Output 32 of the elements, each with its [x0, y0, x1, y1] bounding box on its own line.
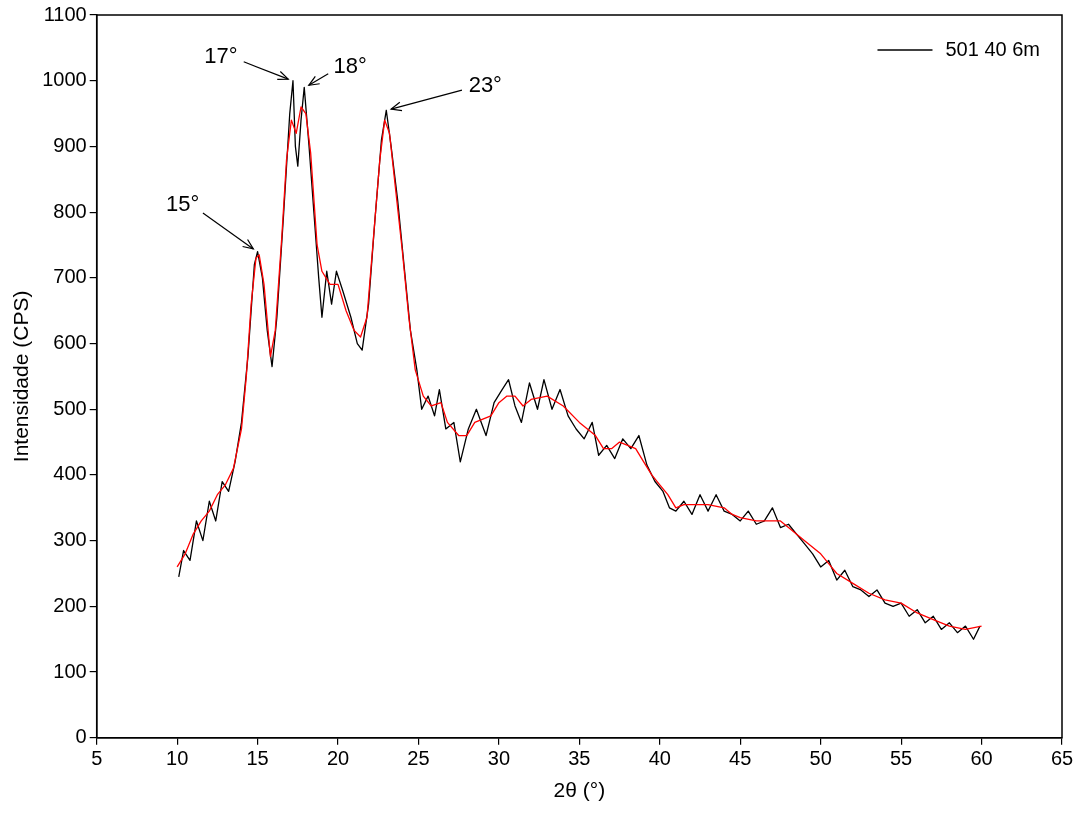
- x-tick-label: 60: [970, 747, 993, 770]
- x-tick-label: 45: [729, 747, 752, 770]
- y-tick-label: 400: [53, 462, 87, 485]
- x-tick-label: 10: [166, 747, 189, 770]
- legend-label: 501 40 6m: [945, 37, 1040, 60]
- annotation: 18°: [333, 53, 367, 79]
- x-tick-label: 30: [487, 747, 511, 770]
- x-tick-label: 65: [1050, 747, 1074, 770]
- x-tick-label: 25: [407, 747, 430, 770]
- y-tick-label: 600: [53, 331, 87, 354]
- x-tick-label: 50: [809, 747, 832, 770]
- y-tick-label: 1100: [43, 2, 87, 25]
- annotation: 23°: [468, 72, 502, 98]
- y-tick-label: 300: [53, 528, 87, 551]
- y-tick-label: 700: [53, 265, 87, 288]
- x-tick-label: 35: [568, 747, 591, 770]
- x-tick-label: 55: [889, 747, 913, 770]
- x-tick-label: 15: [246, 747, 269, 770]
- x-tick-label: 20: [326, 747, 350, 770]
- annotation: 15°: [165, 190, 200, 216]
- y-tick-label: 1000: [42, 68, 87, 91]
- y-tick-label: 0: [75, 725, 87, 748]
- y-tick-label: 200: [53, 593, 87, 616]
- y-tick-label: 500: [53, 396, 87, 419]
- x-axis-title: 2θ (°): [553, 778, 606, 802]
- x-tick-label: 40: [648, 747, 671, 770]
- y-axis-title: Intensidade (CPS): [9, 290, 33, 463]
- x-tick-label: 5: [91, 747, 103, 770]
- y-tick-label: 100: [53, 659, 87, 682]
- annotation: 17°: [204, 42, 238, 68]
- y-tick-label: 800: [53, 199, 87, 222]
- y-tick-label: 900: [53, 133, 87, 156]
